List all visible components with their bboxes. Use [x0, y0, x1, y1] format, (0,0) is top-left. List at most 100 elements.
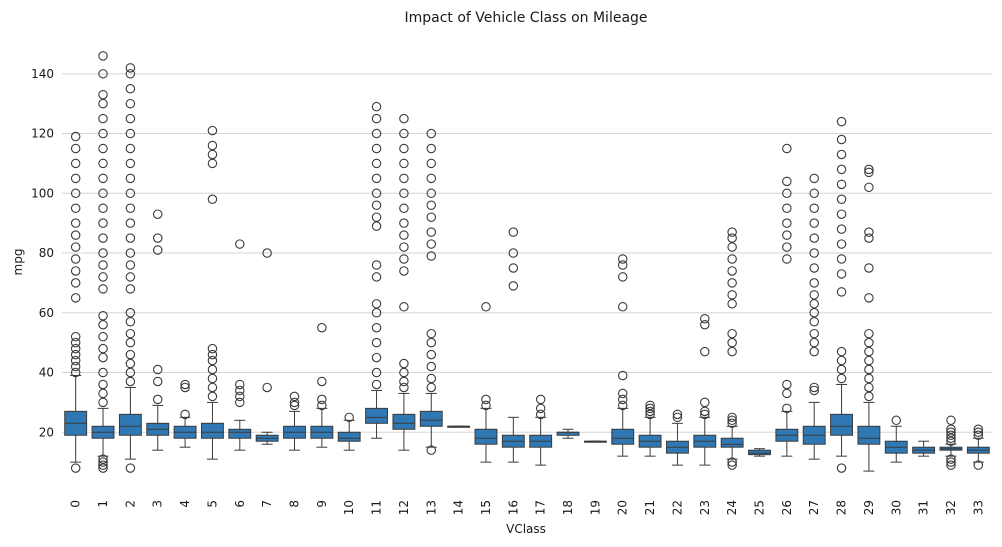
box-group-27	[802, 173, 826, 460]
outlier-point	[371, 337, 382, 348]
box-group-17	[529, 394, 553, 466]
outlier-point	[98, 89, 108, 100]
outlier-point	[152, 394, 163, 405]
outlier-point	[207, 349, 218, 360]
outlier-point	[727, 328, 737, 339]
outlier-point	[864, 182, 874, 193]
outlier-point	[426, 445, 437, 455]
outlier-point	[371, 367, 382, 378]
outlier-point	[809, 248, 819, 258]
box-group-3	[146, 209, 170, 451]
box-group-28	[830, 116, 854, 473]
outlier-point	[125, 260, 136, 270]
outlier-point	[426, 188, 437, 199]
outlier-point	[727, 278, 737, 288]
outlier-point	[809, 173, 819, 184]
outlier-point	[727, 418, 737, 429]
x-tick-label: 21	[643, 500, 657, 515]
outlier-point	[864, 346, 874, 357]
outlier-point	[70, 293, 81, 303]
outlier-point	[371, 322, 382, 333]
outlier-point	[98, 51, 108, 61]
outlier-point	[98, 173, 108, 184]
outlier-point	[836, 224, 847, 234]
x-tick-label: 12	[397, 500, 411, 515]
outlier-point	[125, 218, 136, 228]
outlier-point	[98, 319, 108, 330]
outlier-point	[645, 400, 655, 411]
outlier-point	[399, 113, 409, 124]
outlier-point	[317, 400, 327, 411]
box-group-14	[447, 425, 471, 428]
outlier-point	[70, 278, 81, 288]
outlier-point	[782, 230, 792, 240]
outlier-point	[809, 385, 819, 396]
outlier-point	[727, 299, 737, 309]
outlier-point	[98, 311, 108, 321]
outlier-point	[98, 454, 108, 464]
outlier-point	[864, 233, 874, 243]
outlier-point	[371, 260, 382, 270]
outlier-point	[645, 409, 655, 420]
outlier-point	[836, 209, 847, 219]
outlier-point	[125, 173, 136, 184]
y-tick-label: 100	[31, 186, 54, 200]
outlier-point	[426, 212, 437, 222]
outlier-point	[371, 272, 382, 282]
box	[748, 449, 771, 456]
outlier-point	[125, 316, 136, 327]
outlier-point	[125, 272, 136, 282]
outlier-point	[864, 164, 874, 175]
outlier-point	[399, 302, 409, 312]
outlier-point	[864, 364, 874, 375]
outlier-point	[672, 412, 683, 423]
outlier-point	[399, 242, 409, 252]
outlier-point	[152, 209, 163, 219]
x-tick-label: 7	[260, 500, 274, 508]
box-group-25	[748, 448, 771, 457]
outlier-point	[399, 173, 409, 184]
outlier-point	[809, 337, 819, 348]
x-tick-label: 0	[69, 500, 83, 508]
outlier-point	[235, 391, 245, 402]
outlier-point	[125, 367, 136, 378]
outlier-point	[700, 397, 710, 408]
outlier-point	[125, 248, 136, 258]
outlier-point	[371, 379, 382, 390]
box-group-13	[419, 128, 443, 455]
outlier-point	[836, 373, 847, 384]
outlier-point	[782, 242, 792, 252]
outlier-point	[180, 379, 190, 390]
x-tick-label: 31	[917, 500, 931, 515]
chart-title: Impact of Vehicle Class on Mileage	[404, 10, 647, 26]
outlier-point	[399, 358, 409, 369]
outlier-point	[125, 143, 136, 154]
outlier-point	[946, 430, 956, 440]
x-tick-label: 15	[479, 500, 493, 515]
outlier-point	[809, 382, 819, 393]
outlier-point	[289, 397, 300, 408]
x-tick-label: 26	[780, 500, 794, 515]
outlier-point	[782, 254, 792, 264]
outlier-point	[70, 266, 81, 276]
box-group-1	[91, 51, 115, 473]
outlier-point	[426, 227, 437, 237]
outlier-point	[98, 260, 108, 270]
outlier-point	[207, 382, 218, 393]
outlier-point	[836, 463, 847, 473]
box	[720, 437, 744, 448]
outlier-point	[98, 352, 108, 363]
outlier-point	[371, 200, 382, 210]
box-group-18	[556, 428, 580, 439]
box-group-22	[666, 409, 689, 466]
y-tick-label: 40	[39, 366, 54, 380]
outlier-point	[70, 242, 81, 252]
outlier-point	[727, 242, 737, 252]
outlier-point	[207, 343, 218, 354]
box-group-31	[912, 440, 936, 457]
outlier-point	[836, 239, 847, 249]
outlier-point	[809, 188, 819, 199]
outlier-point	[399, 266, 409, 276]
outlier-point	[70, 143, 81, 154]
